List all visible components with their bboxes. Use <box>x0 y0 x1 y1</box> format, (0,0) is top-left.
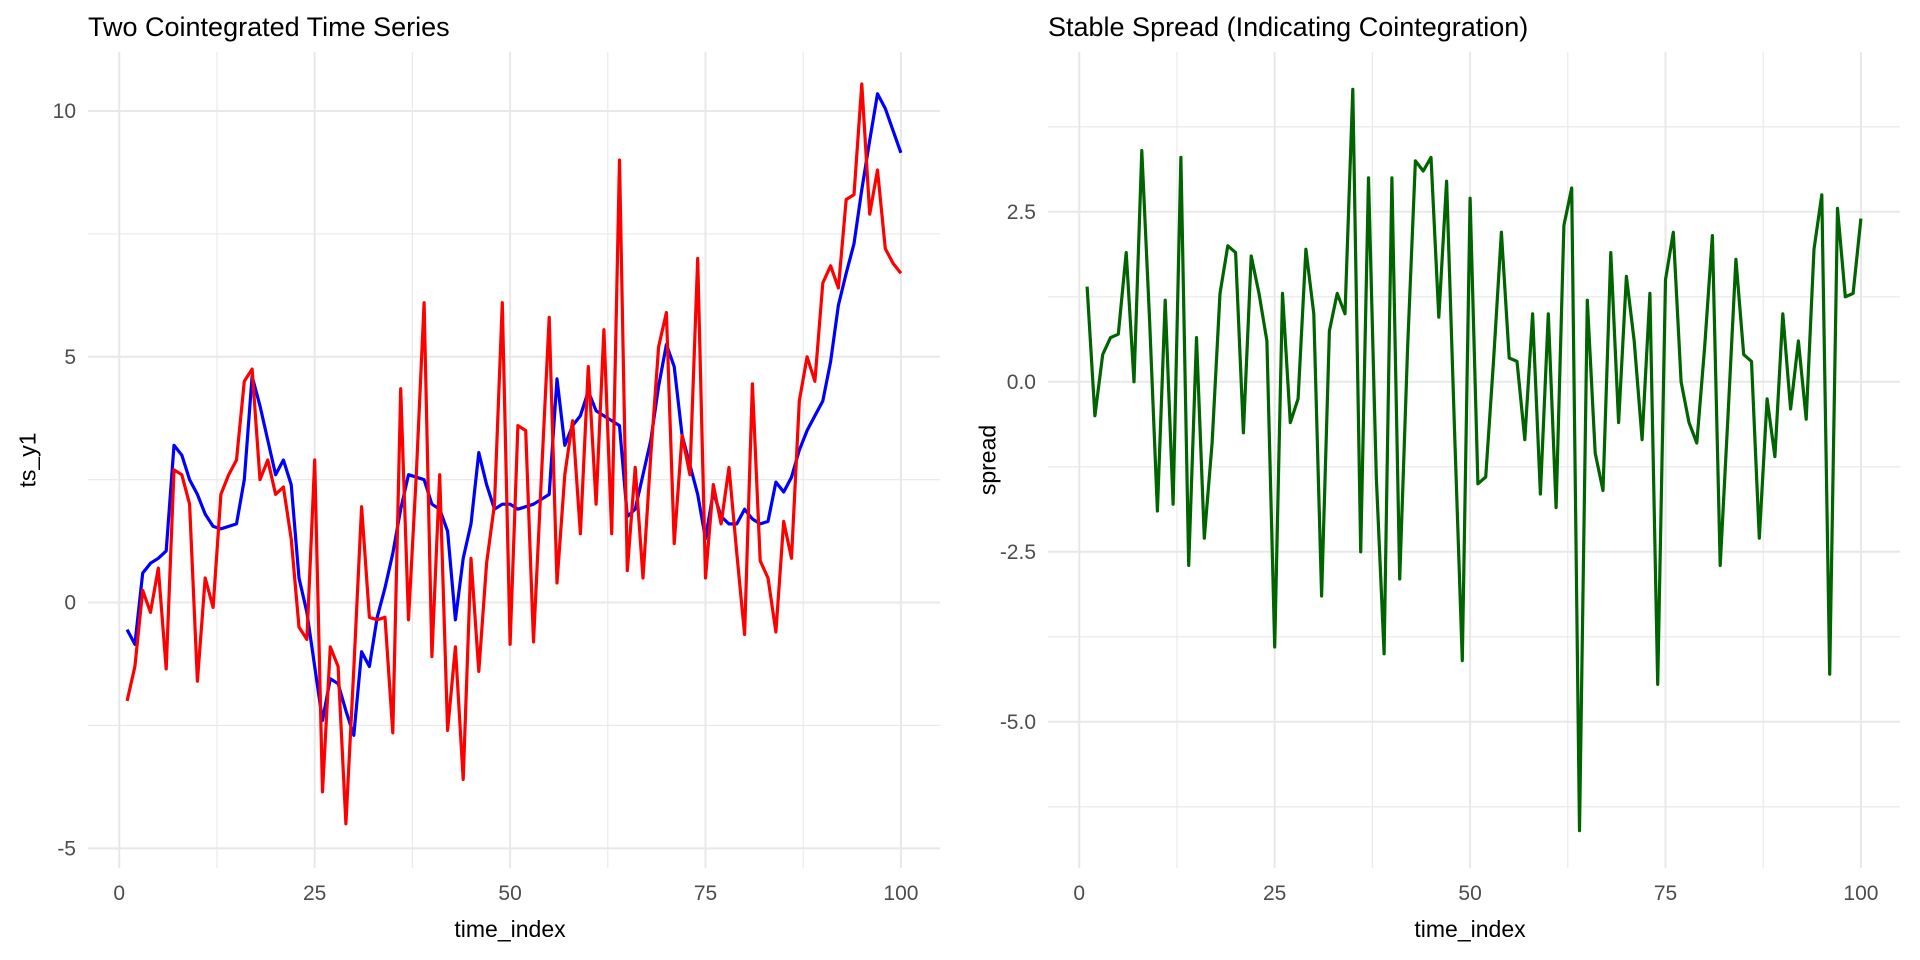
chart-title: Two Cointegrated Time Series <box>88 12 450 42</box>
x-tick-label: 50 <box>1458 882 1481 905</box>
chart-title: Stable Spread (Indicating Cointegration) <box>1048 12 1529 42</box>
y-tick-label: -5.0 <box>1000 711 1036 734</box>
x-axis-title: time_index <box>454 916 566 942</box>
series-line-spread-series <box>1085 87 1863 833</box>
x-tick-label: 50 <box>498 882 521 905</box>
x-tick-label: 0 <box>113 882 125 905</box>
y-tick-label: -5 <box>57 837 76 860</box>
series-line-blue-series <box>125 92 903 737</box>
x-tick-label: 75 <box>1654 882 1677 905</box>
cointegrated-series-plot: 0 25 50 75 100 -5 0 5 10 <box>53 52 940 905</box>
x-tick-label: 25 <box>1263 882 1286 905</box>
y-tick-label: 0 <box>64 592 76 615</box>
y-tick-label: -2.5 <box>1000 541 1036 564</box>
stable-spread-plot: 0 25 50 75 100 -5.0 -2.5 0.0 2.5 <box>1000 52 1900 905</box>
y-axis-title: spread <box>974 424 1001 496</box>
x-axis-title: time_index <box>1414 916 1526 942</box>
y-tick-label: 0.0 <box>1007 371 1036 394</box>
chart-panel-stable-spread: 0 25 50 75 100 -5.0 -2.5 0.0 2.5 Stable Spread (… <box>960 0 1920 960</box>
x-tick-label: 25 <box>303 882 326 905</box>
y-tick-label: 10 <box>53 100 76 123</box>
y-axis-title: ts_y1 <box>14 432 41 488</box>
series-line-red-series <box>125 82 903 826</box>
x-tick-label: 0 <box>1073 882 1085 905</box>
chart-panel-cointegrated-series: 0 25 50 75 100 -5 0 5 10 Two Cointegrated Time S… <box>14 12 940 942</box>
y-tick-label: 2.5 <box>1007 201 1036 224</box>
x-tick-label: 75 <box>694 882 717 905</box>
x-tick-label: 100 <box>1843 882 1878 905</box>
y-tick-label: 5 <box>64 346 76 369</box>
x-tick-label: 100 <box>883 882 918 905</box>
